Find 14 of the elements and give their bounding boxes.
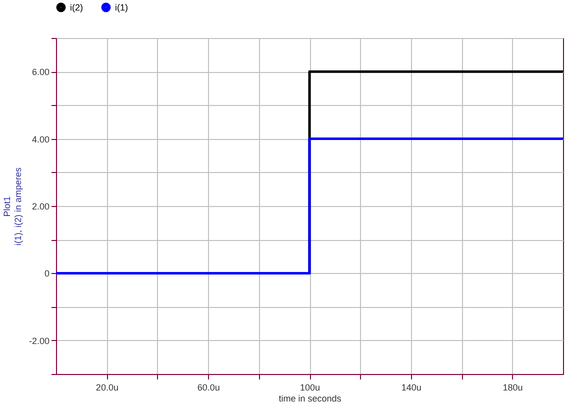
x-tick-label: 20.0u <box>96 382 118 392</box>
x-tick-label: 180u <box>502 382 523 392</box>
y-tick-label: -2.00 <box>28 336 50 346</box>
x-tick-label: 140u <box>401 382 422 392</box>
x-tick-label: 60.0u <box>197 382 220 392</box>
x-tick-label: 100u <box>300 382 320 392</box>
y-tick-label: 0 <box>44 268 50 279</box>
y-tick-label: 2.00 <box>32 202 50 212</box>
y-tick-label: 6.00 <box>32 67 50 78</box>
y-axis-title: Plot1 i(1), i(2) in amperes <box>2 166 23 246</box>
x-axis-title: time in seconds <box>278 394 342 404</box>
y-tick-label: 4.00 <box>32 134 50 144</box>
legend-label: i(1) <box>115 2 128 12</box>
legend-label: i(2) <box>70 2 83 12</box>
